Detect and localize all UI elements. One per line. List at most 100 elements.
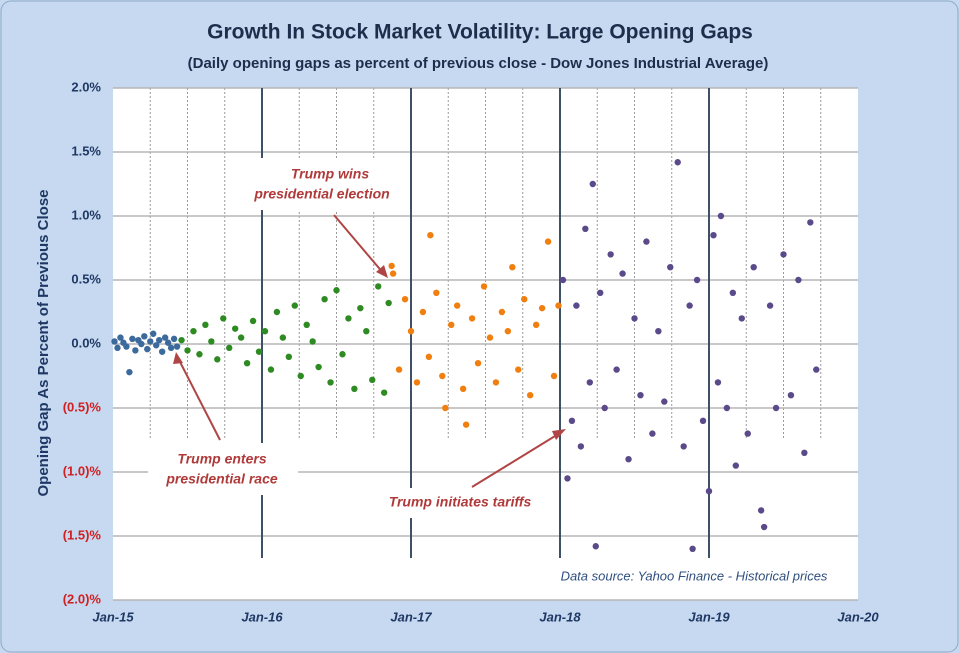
point — [509, 264, 516, 271]
point — [439, 372, 446, 380]
point — [619, 270, 626, 277]
point — [538, 304, 546, 312]
point — [226, 344, 233, 352]
annotation: Trump wins presidential election — [250, 158, 410, 278]
arrow-head — [173, 352, 183, 364]
point — [279, 334, 287, 341]
point — [315, 363, 322, 371]
y-tick-label: 2.0% — [71, 79, 101, 94]
point — [521, 296, 528, 303]
point — [597, 289, 604, 296]
point — [126, 368, 133, 376]
point — [155, 336, 163, 344]
point — [285, 353, 293, 360]
x-tick-label: Jan-15 — [92, 609, 134, 624]
point — [714, 379, 722, 386]
point — [643, 238, 650, 245]
point — [459, 385, 467, 392]
point — [249, 317, 257, 325]
point — [167, 344, 175, 352]
point — [813, 366, 820, 373]
point — [255, 348, 263, 355]
point — [214, 356, 221, 363]
point — [637, 392, 644, 399]
point — [123, 343, 130, 350]
y-axis-label: Opening Gap As Percent of Previous Close — [35, 189, 52, 496]
point — [220, 315, 227, 322]
annotation-arrow — [333, 214, 385, 275]
point — [170, 335, 178, 343]
point — [661, 398, 668, 405]
y-tick-label: (2.0)% — [63, 591, 102, 606]
y-tick-label: 0.0% — [71, 335, 101, 350]
x-tick-label: Jan-17 — [390, 609, 432, 624]
point — [582, 225, 589, 232]
y-tick-label: (0.5)% — [63, 399, 102, 414]
annotation-arrow — [177, 357, 221, 441]
point — [498, 308, 506, 316]
point — [550, 372, 558, 380]
point — [607, 251, 614, 258]
point — [448, 321, 455, 328]
point — [760, 523, 768, 531]
annotation-text: Trump wins — [291, 166, 370, 182]
point — [237, 334, 245, 341]
point — [190, 328, 197, 335]
point — [492, 379, 500, 386]
point — [504, 328, 512, 335]
point — [757, 507, 765, 514]
annotation-arrow — [471, 432, 561, 488]
point — [686, 302, 693, 309]
x-tick-label: Jan-19 — [688, 609, 730, 624]
point — [766, 302, 774, 309]
point — [327, 379, 334, 386]
point — [413, 379, 421, 386]
point — [649, 430, 656, 437]
point — [738, 315, 745, 322]
point — [699, 417, 707, 424]
y-tick-label: 1.5% — [71, 143, 101, 158]
y-tick-label: 0.5% — [71, 271, 101, 286]
point — [184, 347, 191, 354]
point — [401, 296, 409, 303]
point — [680, 443, 687, 450]
annotation-box — [148, 443, 298, 495]
point — [173, 343, 181, 350]
point — [631, 315, 638, 322]
annotation-box — [250, 158, 410, 210]
point — [380, 389, 388, 396]
point — [667, 264, 674, 271]
point — [732, 462, 740, 469]
point — [729, 289, 737, 296]
annotation: Trump enters presidential race — [148, 352, 298, 495]
point — [345, 315, 352, 322]
point — [787, 392, 795, 399]
point — [132, 347, 139, 354]
annotation: Trump initiates tariffs — [370, 429, 566, 518]
point — [544, 238, 552, 245]
point — [710, 232, 717, 239]
point — [592, 543, 599, 550]
point — [689, 545, 696, 552]
point — [705, 488, 713, 495]
point — [363, 328, 370, 335]
point — [202, 321, 209, 328]
point — [150, 330, 157, 337]
arrow-head — [376, 265, 388, 278]
point — [723, 404, 731, 412]
point — [601, 404, 608, 412]
point — [693, 276, 701, 284]
point — [655, 328, 662, 335]
point — [780, 251, 787, 258]
point — [559, 276, 567, 284]
point — [196, 351, 203, 358]
point — [111, 338, 118, 345]
annotation-text: presidential election — [253, 186, 389, 202]
x-tick-label: Jan-20 — [837, 609, 879, 624]
point — [333, 287, 340, 294]
point — [468, 315, 476, 322]
x-tick-label: Jan-16 — [241, 609, 283, 624]
point — [375, 283, 382, 290]
x-tick-label: Jan-18 — [539, 609, 581, 624]
point — [243, 360, 251, 367]
